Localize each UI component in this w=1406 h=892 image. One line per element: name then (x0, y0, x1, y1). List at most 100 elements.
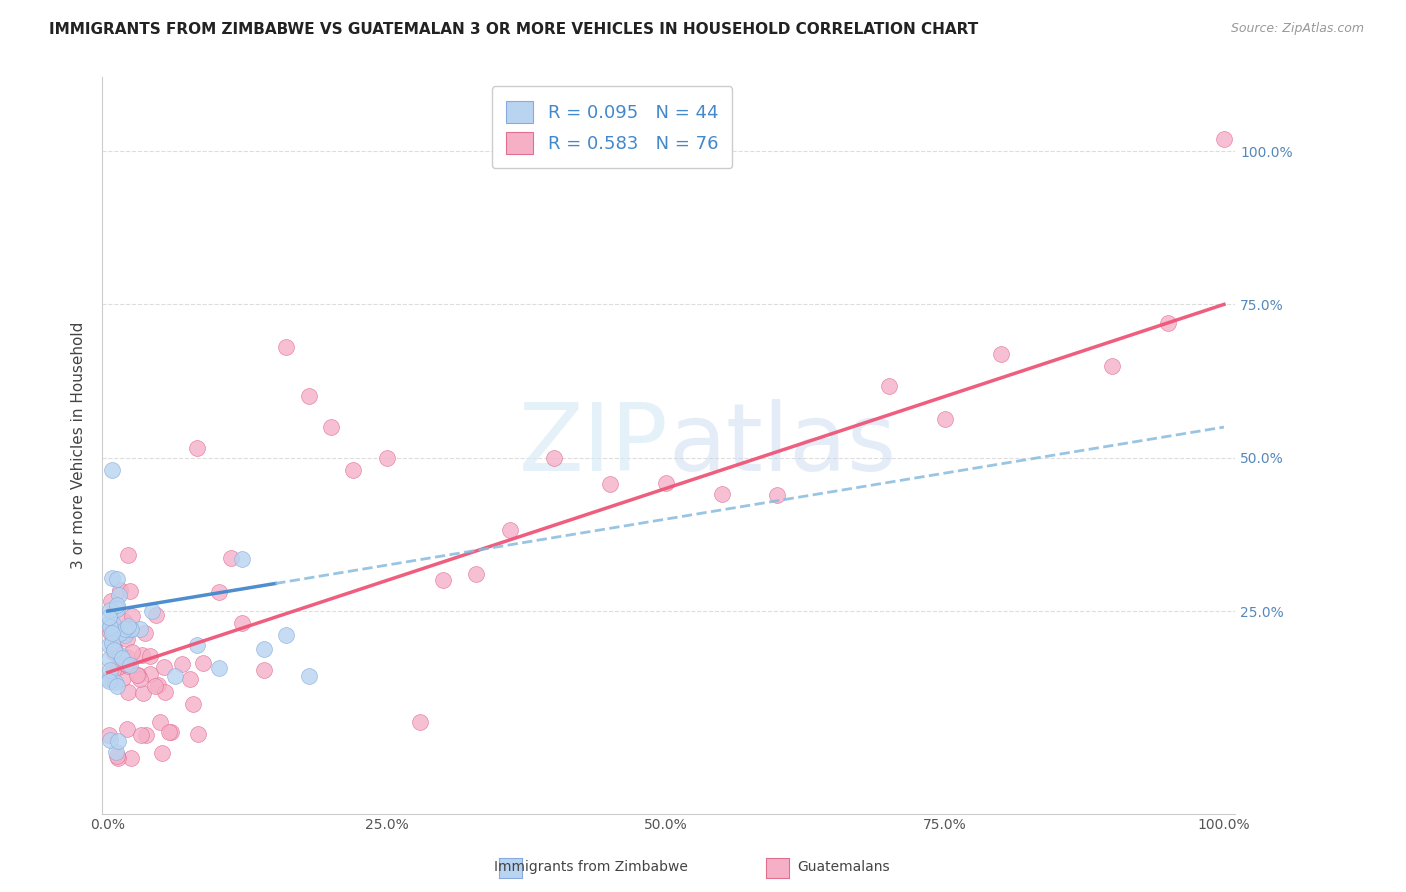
Point (108, 626, 131, 640)
Point (105, 749, 128, 764)
Point (103, 617, 125, 632)
Point (465, 567, 488, 582)
Text: IMMIGRANTS FROM ZIMBABWE VS GUATEMALAN 3 OR MORE VEHICLES IN HOUSEHOLD CORRELATI: IMMIGRANTS FROM ZIMBABWE VS GUATEMALAN 3… (49, 22, 979, 37)
Text: ZIP: ZIP (519, 400, 669, 491)
Point (276, 628, 298, 642)
Point (298, 389, 321, 403)
Point (100, 571, 122, 585)
Text: Guatemalans: Guatemalans (797, 860, 890, 874)
Point (100, 626, 122, 640)
Point (145, 607, 167, 622)
Text: atlas: atlas (669, 400, 897, 491)
Point (934, 412, 956, 426)
Text: Source: ZipAtlas.com: Source: ZipAtlas.com (1230, 22, 1364, 36)
Point (409, 714, 432, 729)
Point (98, 625, 121, 640)
Point (125, 668, 148, 682)
Point (253, 663, 276, 677)
Point (97, 616, 120, 631)
Point (149, 714, 172, 729)
Point (107, 660, 129, 674)
Point (103, 646, 125, 660)
Point (107, 734, 129, 748)
Point (100, 635, 122, 649)
Point (219, 550, 242, 565)
Point (375, 450, 398, 465)
Point (114, 628, 136, 642)
Point (115, 632, 138, 646)
Point (186, 638, 208, 652)
Point (105, 598, 128, 612)
Point (298, 669, 321, 683)
Point (121, 608, 143, 623)
Point (120, 623, 142, 637)
Point (129, 728, 152, 742)
Point (163, 669, 186, 683)
Point (97, 672, 120, 686)
Point (141, 605, 163, 619)
Point (100, 463, 122, 477)
Point (115, 657, 138, 671)
Point (231, 615, 253, 630)
Point (120, 751, 142, 765)
Point (1157, 316, 1180, 330)
Point (97, 728, 120, 742)
Point (877, 379, 900, 393)
Point (160, 724, 183, 739)
Point (111, 671, 134, 685)
Point (101, 623, 124, 637)
Point (98, 620, 121, 634)
Point (170, 657, 193, 671)
Point (105, 602, 128, 616)
Point (253, 642, 276, 657)
Point (101, 640, 124, 654)
Point (105, 679, 128, 693)
Point (120, 622, 142, 636)
Point (108, 648, 131, 662)
Point (139, 666, 162, 681)
Point (115, 624, 138, 639)
Text: Immigrants from Zimbabwe: Immigrants from Zimbabwe (494, 860, 688, 874)
Point (186, 442, 208, 456)
Point (120, 657, 142, 672)
Point (97, 638, 120, 652)
Point (127, 668, 149, 682)
Point (208, 661, 231, 675)
Point (104, 675, 127, 690)
Point (543, 451, 565, 466)
Point (107, 751, 129, 765)
Point (157, 725, 180, 739)
Point (1101, 359, 1123, 373)
Point (115, 722, 138, 736)
Point (121, 645, 143, 659)
Point (990, 347, 1012, 361)
Point (319, 420, 342, 434)
Point (104, 643, 127, 657)
Legend: R = 0.095   N = 44, R = 0.583   N = 76: R = 0.095 N = 44, R = 0.583 N = 76 (492, 87, 733, 169)
Point (146, 678, 169, 692)
Point (98, 663, 121, 677)
Point (112, 615, 135, 629)
Point (117, 548, 139, 562)
Point (105, 600, 128, 615)
Point (129, 672, 152, 686)
Y-axis label: 3 or more Vehicles in Household: 3 or more Vehicles in Household (72, 322, 86, 569)
Point (114, 622, 136, 636)
Point (110, 583, 132, 598)
Point (117, 659, 139, 673)
Point (710, 487, 733, 501)
Point (134, 625, 156, 640)
Point (342, 463, 364, 477)
Point (118, 583, 141, 598)
Point (231, 552, 253, 566)
Point (655, 475, 678, 490)
Point (117, 684, 139, 698)
Point (432, 573, 454, 587)
Point (276, 340, 298, 354)
Point (139, 649, 162, 664)
Point (97, 609, 120, 624)
Point (208, 584, 231, 599)
Point (100, 673, 122, 688)
Point (101, 663, 124, 677)
Point (117, 619, 139, 633)
